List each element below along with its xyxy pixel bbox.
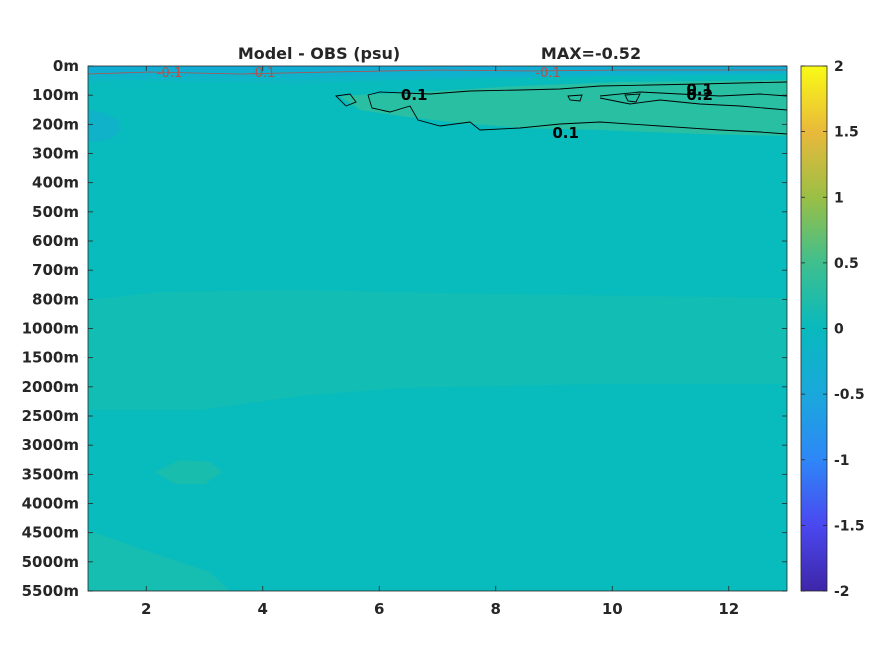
y-tick-label: 600m: [32, 232, 79, 250]
contour-label: -0.1: [535, 66, 560, 81]
colorbar-tick-label: 0.5: [834, 256, 859, 272]
colorbar-tick-label: 1.5: [834, 125, 859, 141]
y-tick-label: 400m: [32, 174, 79, 192]
contour-lines-negative: [87, 69, 787, 75]
y-tick-label: 200m: [32, 115, 79, 133]
x-tick-label: 2: [141, 600, 151, 618]
y-tick-label: 2500m: [22, 407, 79, 425]
y-tick-label: 1500m: [22, 349, 79, 367]
y-tick-label: 700m: [32, 261, 79, 279]
contour-0.1-lower: [367, 94, 788, 135]
field-blob-3500m: [155, 460, 222, 484]
colorbar-tick-label: -2: [834, 584, 850, 600]
x-tick-label: 12: [718, 600, 739, 618]
contour-lines-positive: [335, 81, 788, 135]
y-tick-label: 800m: [32, 290, 79, 308]
x-axis: 2 4 6 8 10 12: [141, 66, 739, 618]
x-tick-label: 10: [602, 600, 623, 618]
contour-label: -0.1: [250, 66, 275, 81]
y-tick-label: 3500m: [22, 465, 79, 483]
y-tick-label: 100m: [32, 86, 79, 104]
colorbar-tick-label: -1.5: [834, 518, 865, 534]
y-tick-label: 5000m: [22, 553, 79, 571]
contour-small-loop-3: [624, 93, 641, 103]
contour-label: 0.1: [686, 80, 713, 98]
y-tick-label: 3000m: [22, 436, 79, 454]
x-tick-label: 6: [374, 600, 384, 618]
y-tick-label: 5500m: [22, 582, 79, 600]
y-tick-label: 1000m: [22, 320, 79, 338]
contour-neg-0.1: [87, 69, 787, 75]
y-tick-label: 300m: [32, 145, 79, 163]
colorbar-ticks: 2 1.5 1 0.5 0 -0.5 -1 -1.5 -2: [801, 59, 865, 600]
chart-title-left: Model - OBS (psu): [238, 44, 400, 63]
contour-label: 0.2: [686, 86, 713, 104]
contour-label: -0.1: [157, 66, 182, 81]
y-tick-label: 2000m: [22, 378, 79, 396]
colorbar-tick-label: -0.5: [834, 387, 865, 403]
contour-small-loop-1: [335, 93, 357, 107]
colorbar-tick-label: 1: [834, 190, 844, 206]
colorbar: 2 1.5 1 0.5 0 -0.5 -1 -1.5 -2: [800, 59, 865, 600]
contour-labels: 0.1 0.10.20.1-0.1 -0.1 -0.1: [157, 66, 713, 142]
y-tick-label: 500m: [32, 203, 79, 221]
field-band-800-2000m: [88, 290, 787, 410]
y-axis: 0m 100m 200m 300m 400m 500m 600m 700m 800m 1000m 1…: [22, 57, 787, 600]
y-tick-label: 0m: [53, 57, 79, 75]
chart-title-right: MAX=-0.52: [541, 44, 641, 63]
contour-0.2-upper: [599, 91, 788, 97]
contour-label: 0.1: [552, 124, 579, 142]
contour-small-loop-2: [567, 94, 583, 102]
contour-0.2-lower: [599, 97, 788, 111]
field-left-negative: [88, 110, 120, 142]
contour-label: 0.1: [401, 86, 428, 104]
contour-0.1-upper: [367, 81, 788, 96]
colorbar-tick-label: 2: [834, 59, 844, 75]
colorbar-tick-label: 0: [834, 322, 844, 338]
x-tick-label: 8: [491, 600, 501, 618]
y-tick-label: 4000m: [22, 495, 79, 513]
y-tick-label: 4500m: [22, 524, 79, 542]
plot-area: 0.1 0.10.20.1-0.1 -0.1 -0.1: [87, 65, 788, 592]
colorbar-tick-label: -1: [834, 453, 850, 469]
field-deep-left: [88, 530, 230, 591]
x-tick-label: 4: [258, 600, 268, 618]
